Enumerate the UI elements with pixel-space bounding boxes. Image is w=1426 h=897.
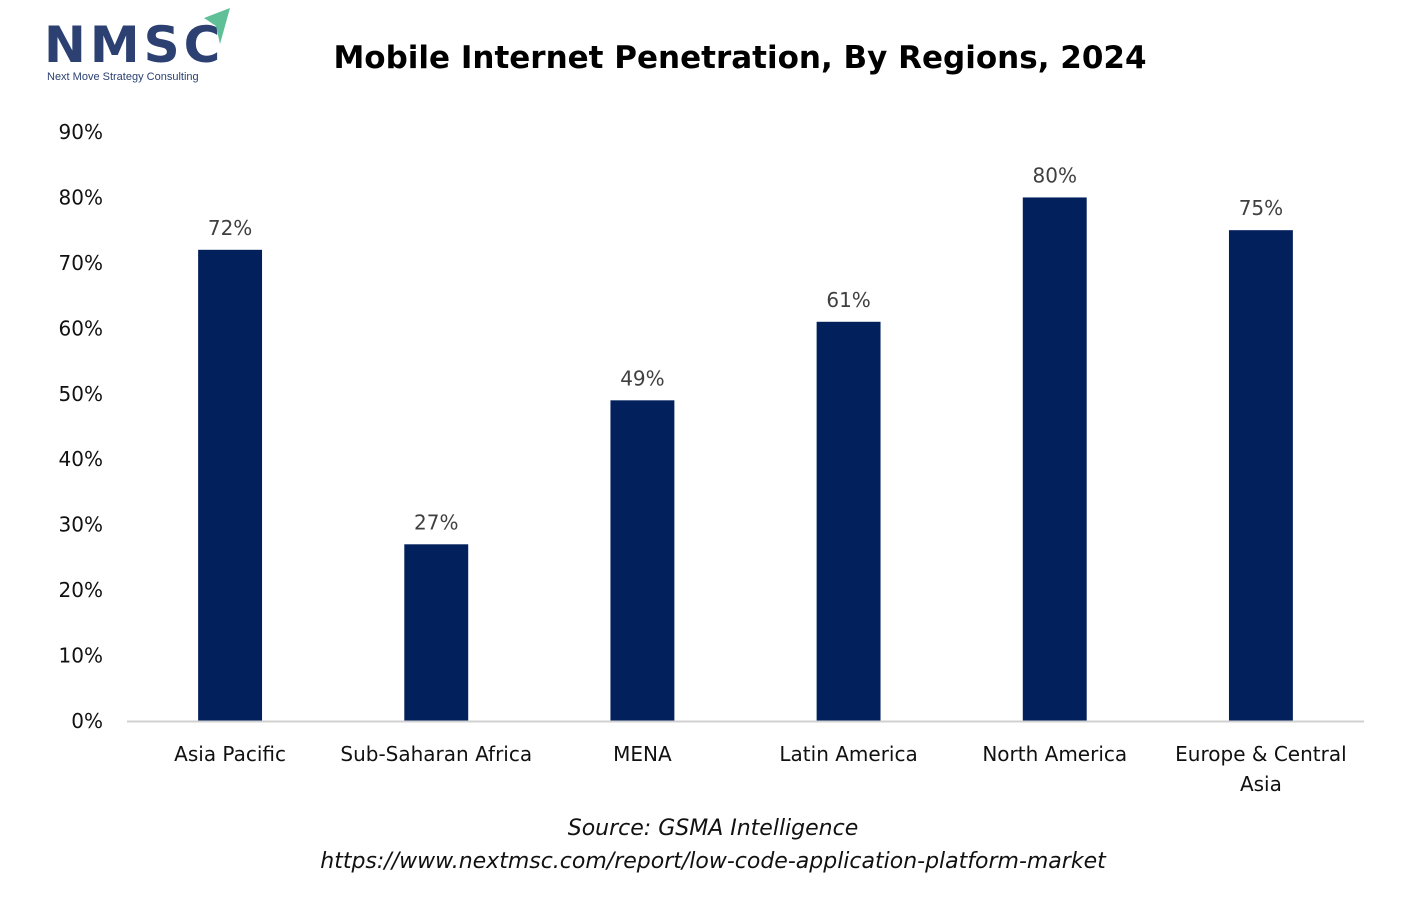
x-axis: Asia Pacific Sub-Saharan Africa MENA Latin … — [174, 742, 1346, 796]
y-tick-label: 70% — [59, 251, 103, 275]
bar — [404, 544, 469, 721]
x-tick-label: Sub-Saharan Africa — [340, 742, 532, 766]
logo-subtitle: Next Move Strategy Consulting — [47, 71, 199, 83]
logo-text: NMSC — [44, 16, 225, 74]
bar — [816, 321, 881, 721]
data-label: 72% — [208, 216, 252, 240]
y-tick-label: 30% — [59, 513, 103, 537]
source-text: Source: GSMA Intelligence — [567, 816, 859, 841]
y-tick-label: 50% — [59, 382, 103, 406]
arrow-icon — [204, 8, 230, 44]
bar — [198, 249, 263, 722]
x-tick-label: Latin America — [779, 742, 917, 766]
source-url: https://www.nextmsc.com/report/low-code-… — [320, 849, 1106, 874]
x-tick-label: Asia — [1240, 772, 1282, 796]
data-label: 27% — [414, 510, 458, 534]
y-axis: 0% 10% 20% 30% 40% 50% 60% 70% 80% 90% — [59, 120, 103, 733]
x-tick-label: Europe & Central — [1175, 742, 1346, 766]
y-tick-label: 40% — [59, 447, 103, 471]
bar — [1022, 197, 1087, 721]
data-label: 75% — [1239, 196, 1283, 220]
x-tick-label: North America — [982, 742, 1127, 766]
y-tick-label: 20% — [59, 578, 103, 602]
data-label: 80% — [1033, 163, 1077, 187]
y-tick-label: 90% — [59, 120, 103, 144]
data-label: 61% — [826, 288, 870, 312]
bar — [1228, 230, 1293, 721]
y-tick-label: 0% — [71, 709, 103, 733]
data-labels: 72% 27% 49% 61% 80% 75% — [208, 163, 1283, 534]
y-tick-label: 10% — [59, 644, 103, 668]
x-tick-label: Asia Pacific — [174, 742, 286, 766]
y-tick-label: 80% — [59, 185, 103, 209]
bars — [198, 197, 1293, 722]
data-label: 49% — [620, 366, 664, 390]
bar — [610, 400, 675, 721]
x-tick-label: MENA — [613, 742, 672, 766]
chart-title: Mobile Internet Penetration, By Regions,… — [333, 40, 1147, 76]
y-tick-label: 60% — [59, 316, 103, 340]
nmsc-logo: NMSC Next Move Strategy Consulting — [44, 6, 244, 90]
